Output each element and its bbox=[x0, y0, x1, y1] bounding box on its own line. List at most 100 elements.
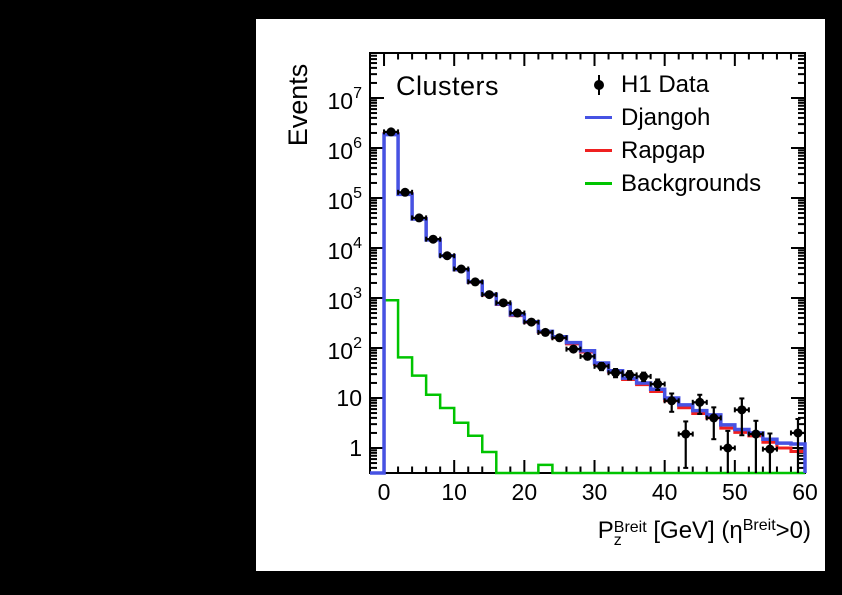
data-marker bbox=[484, 290, 494, 300]
x-axis-title: P Breit z [GeV] (ηBreit>0) bbox=[598, 517, 811, 549]
data-point bbox=[747, 419, 764, 473]
data-point bbox=[537, 327, 554, 337]
y-tick-label: 106 bbox=[328, 135, 363, 164]
plot-title: Clusters bbox=[396, 71, 500, 101]
data-marker bbox=[597, 361, 607, 371]
x-tick-label: 10 bbox=[441, 479, 467, 505]
data-marker bbox=[723, 443, 733, 453]
legend-label: H1 Data bbox=[621, 70, 710, 98]
data-point bbox=[467, 277, 484, 287]
data-marker bbox=[681, 429, 691, 439]
data-point bbox=[411, 213, 428, 223]
data-point bbox=[733, 397, 750, 437]
data-point bbox=[649, 378, 666, 391]
data-marker bbox=[667, 396, 677, 406]
data-point bbox=[705, 406, 722, 441]
data-point bbox=[397, 187, 414, 197]
y-tick-label: 10 bbox=[336, 385, 362, 411]
data-point bbox=[663, 392, 680, 413]
line-icon bbox=[585, 182, 612, 185]
data-point bbox=[635, 371, 652, 383]
data-marker bbox=[568, 344, 578, 354]
line-icon bbox=[585, 116, 612, 119]
x-tick-label: 50 bbox=[722, 479, 748, 505]
data-point bbox=[495, 298, 512, 308]
y-tick-label: 103 bbox=[328, 285, 363, 314]
legend: H1 Data Djangoh Rapgap Backgrounds bbox=[585, 68, 761, 200]
x-tick-label: 30 bbox=[582, 479, 608, 505]
x-title-suffix: >0) bbox=[775, 517, 811, 544]
data-point bbox=[551, 333, 568, 343]
y-tick-label: 1 bbox=[349, 435, 362, 461]
x-title-p-sup: Breit bbox=[613, 519, 647, 536]
plot-panel: 0 10 20 30 40 50 60 1 10 102 103 104 105 106 107 Clust… bbox=[256, 19, 825, 571]
data-marker bbox=[414, 213, 424, 223]
y-tick-label: 107 bbox=[328, 85, 363, 114]
data-marker bbox=[470, 277, 480, 287]
x-title-eta-sup: Breit bbox=[742, 517, 776, 534]
data-point bbox=[579, 351, 596, 361]
data-marker bbox=[695, 397, 705, 407]
data-point bbox=[523, 317, 540, 327]
x-title-unit: [GeV] ( bbox=[646, 517, 730, 544]
backgrounds-line-swatch bbox=[585, 182, 612, 185]
data-point bbox=[481, 290, 498, 300]
data-point bbox=[383, 127, 400, 137]
data-point bbox=[439, 251, 456, 261]
h1-data-points bbox=[383, 127, 806, 473]
rapgap-line-swatch bbox=[585, 149, 612, 152]
data-marker bbox=[793, 428, 803, 438]
x-title-p-stack: Breit z bbox=[614, 520, 647, 549]
data-marker bbox=[583, 351, 592, 361]
data-marker bbox=[386, 127, 396, 137]
legend-item-h1-data: H1 Data bbox=[585, 68, 761, 101]
x-axis-labels: 0 10 20 30 40 50 60 bbox=[378, 479, 818, 505]
y-tick-label: 105 bbox=[328, 185, 363, 214]
data-marker bbox=[554, 333, 564, 343]
data-marker bbox=[709, 413, 719, 423]
data-marker bbox=[498, 298, 508, 308]
data-marker bbox=[625, 370, 635, 380]
y-axis-title: Events bbox=[283, 63, 313, 147]
data-point bbox=[789, 418, 806, 473]
x-title-eta: η bbox=[729, 517, 743, 544]
legend-label: Djangoh bbox=[621, 103, 711, 131]
x-tick-label: 0 bbox=[378, 479, 391, 505]
data-point bbox=[453, 264, 470, 274]
data-marker bbox=[751, 429, 761, 439]
data-marker bbox=[639, 371, 649, 381]
legend-item-backgrounds: Backgrounds bbox=[585, 167, 761, 200]
data-point bbox=[565, 344, 582, 354]
data-point bbox=[425, 234, 442, 244]
data-marker bbox=[512, 308, 522, 318]
data-point bbox=[677, 420, 694, 469]
data-marker-swatch bbox=[585, 73, 612, 97]
y-axis-labels: 1 10 102 103 104 105 106 107 bbox=[328, 85, 363, 461]
y-tick-label: 104 bbox=[328, 235, 363, 264]
y-tick-label: 102 bbox=[328, 335, 363, 364]
backgrounds-histogram bbox=[370, 299, 805, 475]
x-title-p-sub: z bbox=[613, 532, 622, 549]
x-tick-label: 20 bbox=[512, 479, 538, 505]
legend-label: Rapgap bbox=[621, 136, 706, 164]
data-marker bbox=[611, 368, 621, 378]
data-marker bbox=[442, 251, 452, 261]
x-tick-label: 40 bbox=[652, 479, 678, 505]
x-title-p: P bbox=[597, 517, 614, 544]
data-marker bbox=[737, 405, 747, 415]
data-marker bbox=[526, 317, 536, 327]
line-icon bbox=[585, 149, 612, 152]
data-marker bbox=[653, 379, 663, 389]
data-point bbox=[593, 361, 610, 372]
data-point bbox=[719, 429, 736, 473]
data-point bbox=[509, 308, 526, 318]
data-marker bbox=[540, 327, 550, 337]
data-point bbox=[691, 393, 708, 415]
djangoh-line-swatch bbox=[585, 116, 612, 119]
x-tick-label: 60 bbox=[792, 479, 818, 505]
data-marker bbox=[765, 444, 775, 454]
legend-label: Backgrounds bbox=[621, 169, 762, 197]
legend-item-rapgap: Rapgap bbox=[585, 134, 761, 167]
data-marker bbox=[400, 187, 410, 197]
